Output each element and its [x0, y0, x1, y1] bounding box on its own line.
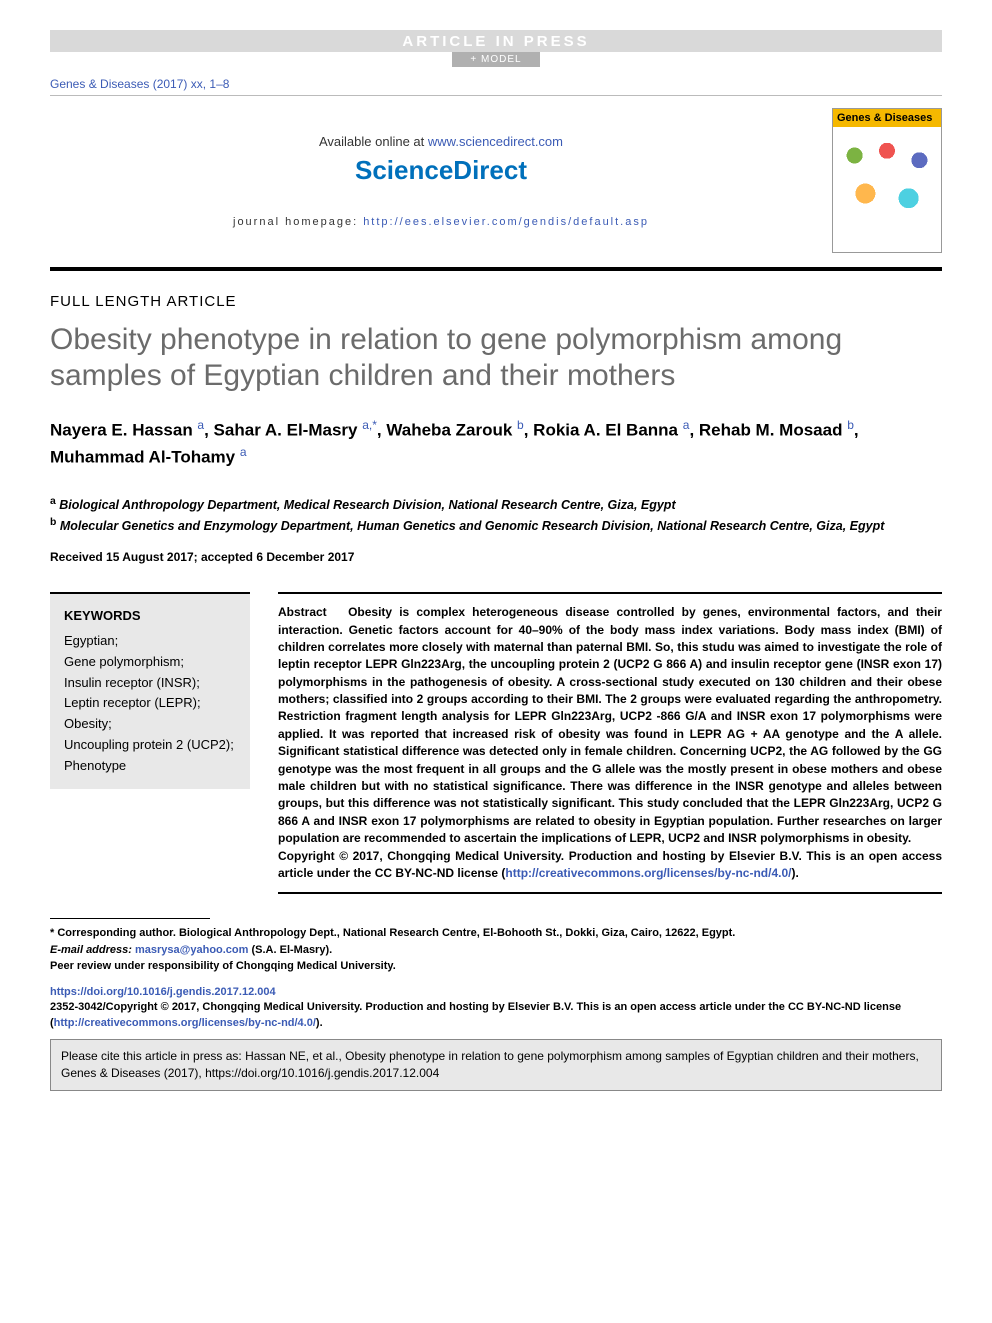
affiliations: a Biological Anthropology Department, Me… — [50, 494, 942, 536]
abstract-label: Abstract — [278, 605, 327, 619]
article-type-label: FULL LENGTH ARTICLE — [50, 293, 942, 310]
article-dates: Received 15 August 2017; accepted 6 Dece… — [50, 550, 942, 564]
available-prefix: Available online at — [319, 134, 428, 149]
email-label: E-mail address: — [50, 944, 135, 956]
keywords-box: KEYWORDS Egyptian;Gene polymorphism;Insu… — [50, 592, 250, 788]
cite-this-article-box: Please cite this article in press as: Ha… — [50, 1039, 942, 1091]
journal-cover-thumbnail: Genes & Diseases — [832, 108, 942, 253]
homepage-prefix: journal homepage: — [233, 216, 363, 228]
available-online-line: Available online at www.sciencedirect.co… — [50, 134, 832, 149]
abstract-box: Abstract Obesity is complex heterogeneou… — [278, 592, 942, 894]
keyword-item: Egyptian; — [64, 631, 236, 652]
homepage-link[interactable]: http://ees.elsevier.com/gendis/default.a… — [363, 216, 649, 228]
corresponding-author-note: * Corresponding author. Biological Anthr… — [50, 925, 942, 942]
keyword-item: Uncoupling protein 2 (UCP2); — [64, 735, 236, 756]
footnotes: * Corresponding author. Biological Anthr… — [50, 925, 942, 975]
email-author-suffix: (S.A. El-Masry). — [248, 944, 332, 956]
keyword-item: Insulin receptor (INSR); — [64, 673, 236, 694]
article-in-press-bar: ARTICLE IN PRESS — [50, 30, 942, 52]
keywords-list: Egyptian;Gene polymorphism;Insulin recep… — [64, 631, 236, 777]
keywords-heading: KEYWORDS — [64, 606, 236, 627]
keyword-item: Phenotype — [64, 756, 236, 777]
keyword-item: Obesity; — [64, 714, 236, 735]
sd-logo-text: ScienceDirect — [355, 155, 527, 185]
issn-suffix: ). — [316, 1017, 323, 1029]
doi-link[interactable]: https://doi.org/10.1016/j.gendis.2017.12… — [50, 986, 276, 998]
keyword-item: Leptin receptor (LEPR); — [64, 693, 236, 714]
model-badge: + MODEL — [452, 52, 539, 67]
author-email-link[interactable]: masrysa@yahoo.com — [135, 944, 248, 956]
keyword-item: Gene polymorphism; — [64, 652, 236, 673]
cover-title: Genes & Diseases — [833, 109, 941, 127]
abstract-body: Obesity is complex heterogeneous disease… — [278, 605, 942, 845]
journal-citation: Genes & Diseases (2017) xx, 1–8 — [50, 77, 942, 91]
sciencedirect-logo: ScienceDirect — [355, 155, 527, 186]
journal-header: Available online at www.sciencedirect.co… — [50, 95, 942, 271]
affiliation-item: a Biological Anthropology Department, Me… — [50, 494, 942, 515]
license-link[interactable]: http://creativecommons.org/licenses/by-n… — [505, 866, 791, 880]
copyright-suffix: ). — [791, 866, 798, 880]
footnote-separator — [50, 918, 210, 919]
journal-homepage-line: journal homepage: http://ees.elsevier.co… — [50, 216, 832, 228]
article-title: Obesity phenotype in relation to gene po… — [50, 322, 942, 394]
cover-graphic — [833, 127, 941, 222]
peer-review-note: Peer review under responsibility of Chon… — [50, 958, 942, 975]
doi-block: https://doi.org/10.1016/j.gendis.2017.12… — [50, 985, 942, 1031]
affiliation-item: b Molecular Genetics and Enzymology Depa… — [50, 515, 942, 536]
sciencedirect-url[interactable]: www.sciencedirect.com — [428, 134, 563, 149]
license-link-footer[interactable]: http://creativecommons.org/licenses/by-n… — [54, 1017, 316, 1029]
author-list: Nayera E. Hassan a, Sahar A. El-Masry a,… — [50, 416, 942, 470]
